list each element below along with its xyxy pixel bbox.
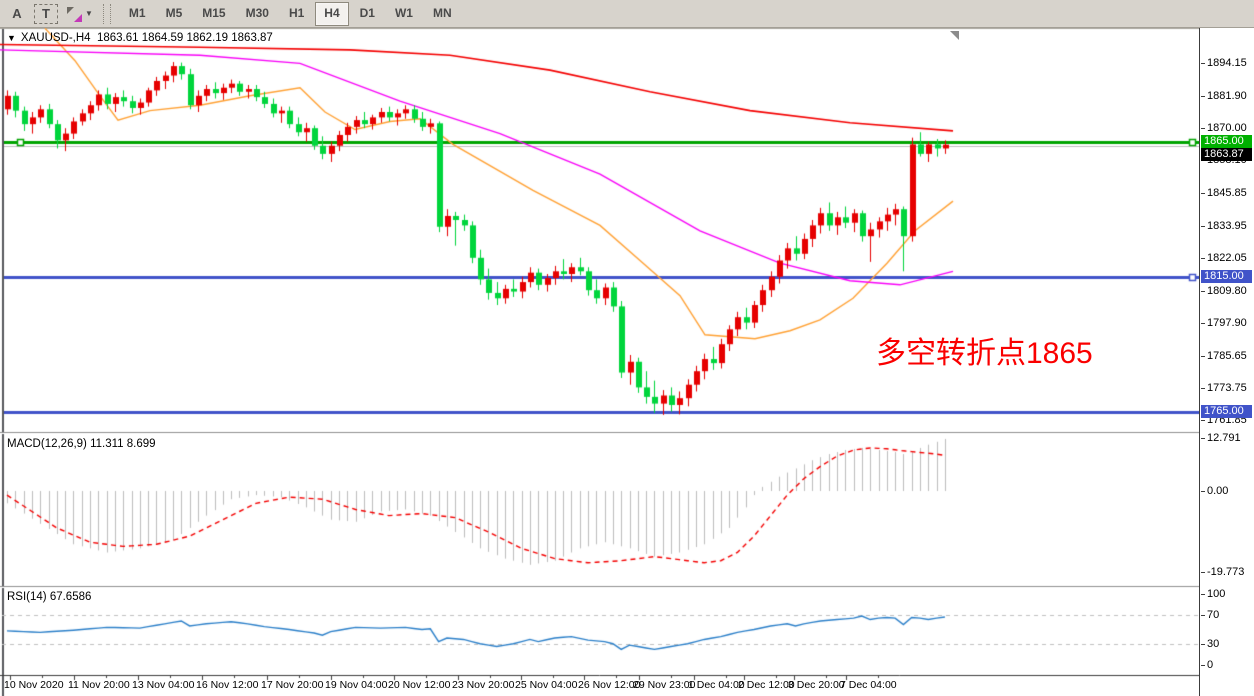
price-axis-tick: 1870.00 xyxy=(1201,122,1247,135)
time-axis-label: 13 Nov 04:00 xyxy=(132,679,195,691)
macd-axis-tick: 12.791 xyxy=(1201,432,1241,444)
chart-window[interactable]: ▼ XAUUSD-,H4 1863.61 1864.59 1862.19 1863… xyxy=(0,28,1254,696)
timeframe-button-h4[interactable]: H4 xyxy=(315,1,349,26)
time-axis-label: 23 Nov 20:00 xyxy=(452,679,515,691)
time-axis-label: 7 Dec 04:00 xyxy=(840,679,897,691)
timeframe-button-d1[interactable]: D1 xyxy=(359,5,375,20)
rsi-axis-tick: 70 xyxy=(1200,609,1220,621)
time-axis-label: 29 Nov 23:00 xyxy=(633,679,696,691)
annotation-text[interactable]: 多空转折点1865 xyxy=(876,337,1093,370)
time-axis-label: 19 Nov 04:00 xyxy=(325,679,388,691)
timeframe-button-mn[interactable]: MN xyxy=(432,5,452,20)
rsi-axis-tick: 0 xyxy=(1200,659,1214,671)
chevron-down-icon[interactable]: ▼ xyxy=(85,9,93,18)
price-axis-tick: 1833.95 xyxy=(1201,219,1247,232)
chart-shift-marker-icon[interactable] xyxy=(950,31,959,40)
price-axis-tick: 1894.15 xyxy=(1201,57,1247,69)
arrow-tool-button[interactable]: ▼ xyxy=(66,6,93,22)
symbol-dropdown-icon[interactable]: ▼ xyxy=(7,33,16,43)
price-axis-tick: 1797.90 xyxy=(1201,316,1247,329)
top-toolbar: A T ▼ M1 M5 M15 M30 H1 H4 D1 W1 MN xyxy=(0,0,1254,28)
macd-axis-tick: 0.00 xyxy=(1200,485,1229,497)
toolbar-separator xyxy=(102,3,111,24)
price-chart-canvas[interactable] xyxy=(0,28,1199,696)
timeframe-button-w1[interactable]: W1 xyxy=(394,5,413,20)
rsi-axis-tick: 100 xyxy=(1200,588,1226,600)
time-axis-label: 2 Dec 12:00 xyxy=(738,679,795,691)
arrows-icon xyxy=(66,6,82,22)
macd-axis-tick: -19.773 xyxy=(1200,566,1245,578)
price-axis-tick: 1773.75 xyxy=(1201,382,1247,395)
price-axis-tick: 1809.80 xyxy=(1201,284,1247,297)
price-badge-1765-00: 1765.00 xyxy=(1201,405,1252,419)
timeframe-button-h1[interactable]: H1 xyxy=(288,5,305,20)
rsi-indicator-label: RSI(14) 67.6586 xyxy=(7,591,92,603)
timeframe-button-group: M1 M5 M15 M30 H1 H4 D1 W1 MN xyxy=(119,1,462,26)
timeframe-button-m1[interactable]: M1 xyxy=(128,5,146,20)
timeframe-button-m5[interactable]: M5 xyxy=(165,5,183,20)
price-axis-tick: 1785.65 xyxy=(1201,349,1247,362)
symbol-label: XAUUSD-,H4 xyxy=(20,32,91,44)
time-axis-label: 17 Nov 20:00 xyxy=(261,679,324,691)
rsi-axis-tick: 30 xyxy=(1200,638,1220,650)
price-badge-1865-00: 1865.00 xyxy=(1201,135,1252,149)
time-axis-label: 16 Nov 12:00 xyxy=(196,679,259,691)
time-axis-label: 20 Nov 12:00 xyxy=(388,679,451,691)
price-axis-tick: 1822.05 xyxy=(1201,251,1247,264)
time-axis-label: 26 Nov 12:00 xyxy=(578,679,641,691)
price-axis-tick: 1845.85 xyxy=(1201,187,1247,200)
text-box-tool-button[interactable]: T xyxy=(34,3,58,24)
timeframe-button-m30[interactable]: M30 xyxy=(245,5,269,20)
ohlc-values: 1863.61 1864.59 1862.19 1863.87 xyxy=(96,32,273,44)
macd-indicator-label: MACD(12,26,9) 11.311 8.699 xyxy=(7,438,156,450)
chart-title: ▼ XAUUSD-,H4 1863.61 1864.59 1862.19 1863… xyxy=(7,32,273,44)
timeframe-button-m15[interactable]: M15 xyxy=(202,5,226,20)
price-axis-tick: 1881.90 xyxy=(1201,90,1247,103)
time-axis-label: 11 Nov 20:00 xyxy=(68,679,130,691)
text-label-tool-button[interactable]: A xyxy=(12,6,22,21)
time-axis-label: 10 Nov 2020 xyxy=(4,679,64,691)
time-axis-label: 25 Nov 04:00 xyxy=(515,679,578,691)
time-axis-label: 1 Dec 04:00 xyxy=(688,679,745,691)
price-axis[interactable]: 1894.151881.901870.001858.101845.851833.… xyxy=(1199,28,1254,696)
time-axis-label: 3 Dec 20:00 xyxy=(788,679,845,691)
price-badge-1815-00: 1815.00 xyxy=(1201,270,1252,284)
price-badge-1863-87: 1863.87 xyxy=(1201,148,1252,162)
